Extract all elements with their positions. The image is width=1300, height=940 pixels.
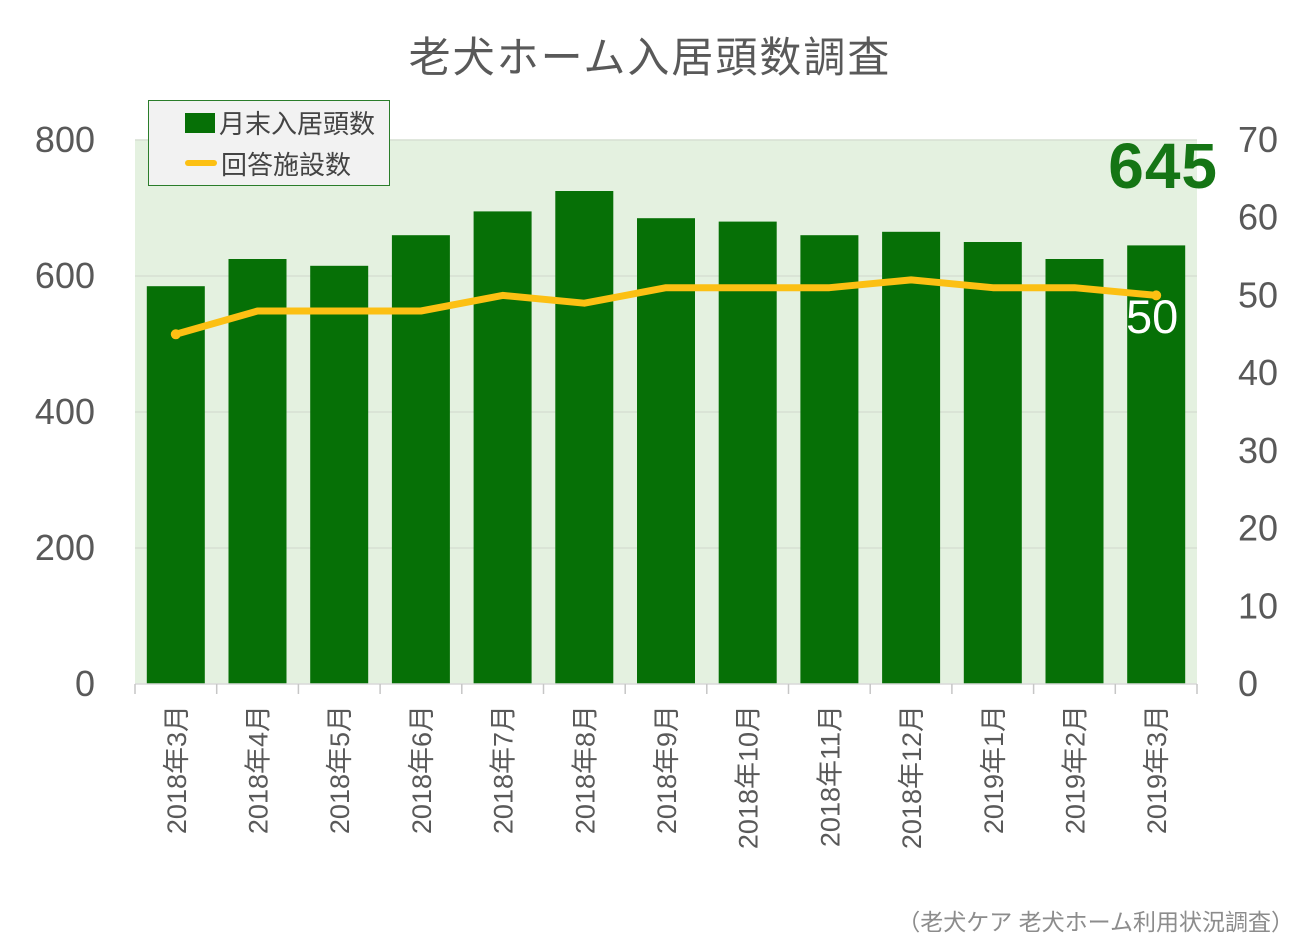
line-point — [1151, 290, 1162, 301]
legend-label-line-series: 回答施設数 — [221, 149, 352, 180]
x-axis-tick-label: 2018年4月 — [244, 705, 274, 834]
x-axis-tick-label: 2018年3月 — [162, 705, 192, 834]
right-axis-tick-label: 0 — [1238, 663, 1258, 704]
bar — [800, 235, 859, 684]
bar — [963, 242, 1022, 684]
legend: 月末入居頭数 回答施設数 — [148, 100, 390, 186]
x-axis-tick-label: 2018年12月 — [897, 705, 927, 849]
line-series — [172, 276, 1160, 338]
right-axis-tick-label: 60 — [1238, 197, 1278, 238]
left-axis-tick-label: 400 — [35, 391, 95, 432]
right-axis-tick-label: 40 — [1238, 352, 1278, 393]
legend-item-line-series: 回答施設数 — [185, 145, 389, 182]
bar — [1045, 259, 1104, 684]
bar — [555, 191, 614, 684]
bar — [228, 259, 287, 684]
right-axis-tick-label: 50 — [1238, 274, 1278, 315]
right-axis-tick-label: 70 — [1238, 119, 1278, 160]
x-axis-tick-label: 2018年7月 — [489, 705, 519, 834]
left-axis-tick-label: 800 — [35, 119, 95, 160]
x-axis-tick-label: 2019年2月 — [1061, 705, 1091, 834]
bar — [637, 218, 695, 684]
bar — [718, 221, 777, 684]
bar — [146, 286, 205, 684]
right-axis-tick-label: 30 — [1238, 430, 1278, 471]
left-axis-tick-label: 600 — [35, 255, 95, 296]
source-note: （老犬ケア 老犬ホーム利用状況調査） — [897, 909, 1294, 935]
left-axis-tick-label: 0 — [75, 663, 95, 704]
bar — [1127, 245, 1186, 684]
line-value-callout: 50 — [1126, 290, 1179, 343]
bar-value-callout: 645 — [1108, 130, 1218, 202]
legend-item-bar-series: 月末入居頭数 — [185, 104, 389, 141]
x-axis-tick-label: 2018年8月 — [570, 705, 600, 834]
chart-title: 老犬ホーム入居頭数調査 — [408, 34, 892, 81]
legend-label-bar-series: 月末入居頭数 — [219, 109, 376, 140]
bar — [310, 265, 369, 684]
bar — [473, 211, 532, 684]
x-axis-tick-label: 2018年11月 — [815, 705, 845, 847]
x-axis-tick-label: 2018年9月 — [652, 705, 682, 834]
x-axis-tick-label: 2018年5月 — [325, 705, 355, 834]
right-axis-tick-label: 20 — [1238, 508, 1278, 549]
x-axis-tick-label: 2018年6月 — [407, 705, 437, 834]
bar — [882, 231, 941, 685]
right-axis-tick-label: 10 — [1238, 585, 1278, 626]
x-axis-tick-label: 2019年1月 — [979, 705, 1009, 834]
bar-series-swatch-icon — [185, 112, 215, 133]
line-point — [170, 329, 181, 340]
line-series-swatch-icon — [185, 160, 217, 167]
x-axis-tick-label: 2019年3月 — [1142, 705, 1172, 834]
bar — [391, 235, 450, 684]
left-axis-tick-label: 200 — [35, 527, 95, 568]
x-axis-tick-label: 2018年10月 — [734, 705, 764, 849]
